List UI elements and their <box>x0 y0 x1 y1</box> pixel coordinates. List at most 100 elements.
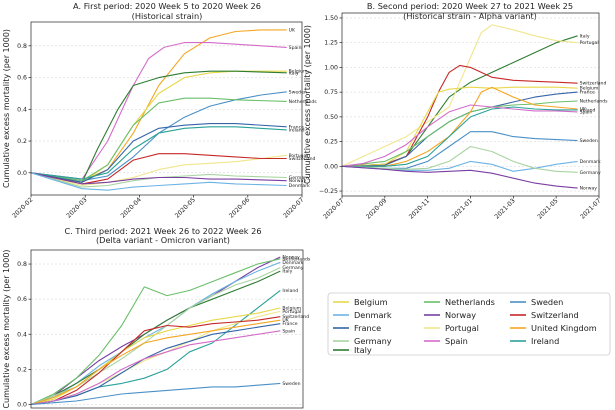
panel-c-ytick-label: 0.0 <box>17 401 27 408</box>
panel-c-end-label: Sweden <box>282 381 300 387</box>
legend-label: Portugal <box>445 323 479 333</box>
panel-b-ytick-label: 1.25 <box>324 40 338 47</box>
panel-a-series-united-kingdom <box>30 29 287 182</box>
panel-b-series-denmark <box>341 160 578 172</box>
panel-c-end-label: Spain <box>282 328 295 334</box>
panel-b-title: B. Second period: 2020 Week 27 to 2021 W… <box>367 1 573 11</box>
panel-c-end-label: Denmark <box>282 260 303 266</box>
panel-a-end-label: Germany <box>289 175 310 181</box>
panel-c-ytick-label: 0.8 <box>17 261 27 268</box>
panel-b-series-italy <box>341 35 578 167</box>
legend-label: Germany <box>354 336 392 346</box>
panel-c-series-united-kingdom <box>30 319 281 406</box>
panel-b-ytick-label: 0.00 <box>324 163 338 170</box>
panel-b-ytick-label: −0.25 <box>319 188 338 195</box>
panel-b-xtick-label: 2021-01 <box>451 197 474 220</box>
legend-label: United Kingdom <box>531 323 597 333</box>
panel-b-end-label: Germany <box>580 170 601 176</box>
panel-c-end-label: Germany <box>282 265 303 271</box>
panel-b-end-label: Ireland <box>580 107 596 113</box>
panel-a-end-label: France <box>289 124 304 130</box>
panel-a-series-france <box>30 123 287 183</box>
panel-b-end-label: Denmark <box>580 159 601 165</box>
panel-c-end-label: Switzerland <box>282 314 309 320</box>
legend-frame <box>327 292 611 356</box>
panel-a-end-label: Netherlands <box>289 99 318 105</box>
panel-c-series-netherlands <box>30 258 281 405</box>
panel-b-series-ireland <box>342 106 578 167</box>
panel-c-ytick-label: 0.4 <box>17 331 27 338</box>
panel-b: B. Second period: 2020 Week 27 to 2021 W… <box>303 1 608 221</box>
panel-c-ytick-label: 0.6 <box>17 296 27 303</box>
panel-b-end-label: Italy <box>580 33 590 39</box>
panel-a-end-label: Denmark <box>289 183 310 189</box>
panel-c-end-label: Netherlands <box>282 256 311 262</box>
panel-b-xtick-label: 2020-11 <box>408 197 431 220</box>
legend-label: Spain <box>445 336 468 346</box>
panel-b-ytick-label: 0.25 <box>324 139 338 146</box>
panel-b-series-switzerland <box>341 64 578 167</box>
panel-c-series-norway <box>30 256 281 406</box>
panel-c-series-italy <box>30 270 281 406</box>
legend-label: Belgium <box>354 297 388 307</box>
panel-a-end-label: Spain <box>289 45 302 51</box>
panel-c-end-label: Portugal <box>282 309 301 315</box>
panel-a-end-label: Ireland <box>289 127 305 133</box>
panel-c-end-label: Italy <box>282 269 292 275</box>
panel-c: C. Third period: 2021 Week 26 to 2022 We… <box>2 226 311 409</box>
panel-a-end-label: Norway <box>289 178 307 184</box>
panel-b-axes-frame <box>341 12 600 197</box>
panel-c-series-france <box>30 323 281 406</box>
panel-b-end-label: Portugal <box>580 40 599 46</box>
panel-a-series-spain <box>30 42 287 180</box>
panel-c-end-label: UK <box>282 318 289 324</box>
panel-b-end-label: Spain <box>580 109 593 115</box>
panel-b-end-label: Netherlands <box>580 99 609 105</box>
panel-c-series-spain <box>30 330 281 406</box>
panel-a-xtick-label: 2020-03 <box>65 196 88 219</box>
panel-c-series-switzerland <box>30 316 281 406</box>
panel-a-end-label: Italy <box>289 70 299 76</box>
panel-a-end-label: UK <box>289 27 296 33</box>
legend-label: Norway <box>445 310 476 320</box>
legend-label: Ireland <box>531 336 559 346</box>
panel-a-series-belgium <box>30 70 287 183</box>
panel-b-xtick-label: 2021-03 <box>494 197 517 220</box>
panel-a-ytick-label: 0.8 <box>17 43 27 50</box>
panel-b-series-united-kingdom <box>342 86 578 167</box>
panel-b-series-sweden <box>341 131 578 169</box>
panel-a-ytick-label: 0.6 <box>17 75 27 82</box>
panel-a-ytick-label: 0.2 <box>17 138 27 145</box>
panel-b-ytick-label: 0.75 <box>324 89 338 96</box>
panel-c-end-label: Ireland <box>282 288 298 294</box>
panel-b-series-germany <box>341 145 578 173</box>
panel-a-subtitle: (Historical strain) <box>132 11 203 21</box>
legend-label: France <box>354 323 381 333</box>
legend-label: Sweden <box>531 297 563 307</box>
panel-b-ytick-label: 1.00 <box>324 64 338 71</box>
panel-a-end-label: Portugal <box>289 153 308 159</box>
legend-label: Denmark <box>354 310 392 320</box>
panel-a-y-axis-label: Cumulative excess mortality (per 1000) <box>2 29 11 188</box>
panel-a: A. First period: 2020 Week 5 to 2020 Wee… <box>2 1 317 220</box>
panel-b-series-norway <box>341 165 578 189</box>
panel-c-title: C. Third period: 2021 Week 26 to 2022 We… <box>64 226 261 236</box>
panel-a-ytick-label: 0.0 <box>17 170 27 177</box>
panel-b-xtick-label: 2020-09 <box>365 197 388 220</box>
panel-b-xtick-label: 2021-07 <box>579 197 602 220</box>
panel-b-xtick-label: 2020-07 <box>322 197 345 220</box>
panel-c-y-axis-label: Cumulative excess mortality (per 1000) <box>2 249 11 408</box>
panel-b-y-axis-label: Cumulative excess mortality (per 1000) <box>303 25 312 184</box>
panel-a-series-sweden <box>30 91 287 182</box>
panel-b-ytick-label: 1.50 <box>324 15 338 22</box>
panel-a-end-label: Belgium <box>289 69 308 75</box>
panel-a-series-netherlands <box>30 97 287 182</box>
panel-a-xtick-label: 2020-06 <box>228 196 251 219</box>
panel-a-xtick-label: 2020-02 <box>11 196 34 219</box>
panel-a-title: A. First period: 2020 Week 5 to 2020 Wee… <box>73 1 261 11</box>
panel-b-series-spain <box>341 104 578 167</box>
panel-a-series-norway <box>30 172 287 185</box>
panel-a-series-portugal <box>30 154 287 187</box>
panel-a-xtick-label: 2020-04 <box>120 196 143 219</box>
